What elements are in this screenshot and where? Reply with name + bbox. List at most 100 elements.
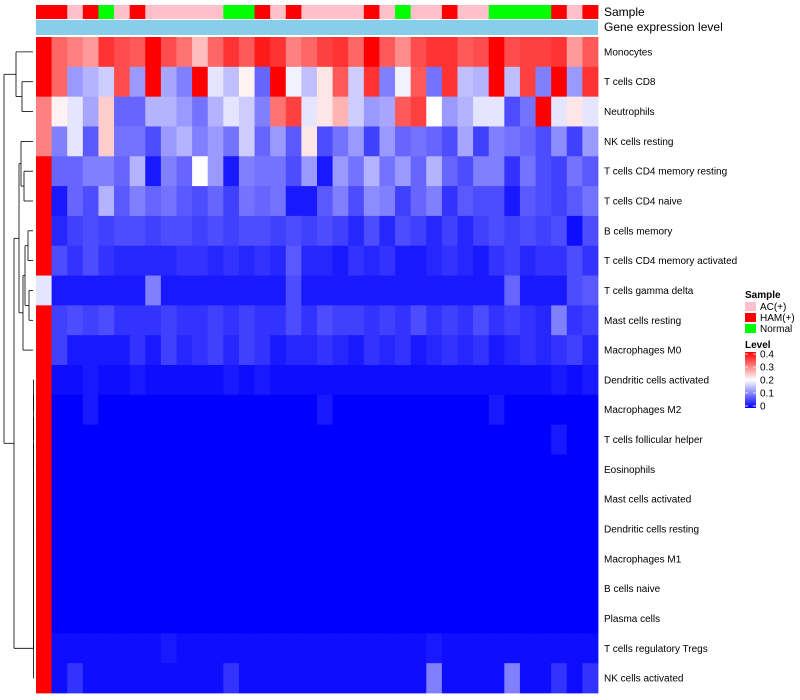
heatmap-cell [519,156,536,187]
heatmap-cell [98,543,115,575]
heatmap-cell [238,603,255,634]
heatmap-cell [223,156,240,187]
heatmap-cell [192,96,209,127]
heatmap-cell [582,156,599,187]
heatmap-cell [285,663,302,694]
heatmap-cell [551,603,568,634]
heatmap-cell [410,275,427,306]
annotation-cell [457,5,474,19]
heatmap-cell [82,245,99,276]
heatmap-cell [301,37,318,68]
annotation-cell [176,5,193,19]
heatmap-cell [36,663,53,694]
heatmap-cell [582,335,599,366]
heatmap-cell [379,514,396,545]
row-label: Eosinophils [604,465,655,476]
heatmap-cell [457,275,474,306]
heatmap-cell [488,633,505,664]
heatmap-cell [379,215,396,247]
heatmap-cell [223,37,240,68]
heatmap-cell [566,186,583,217]
heatmap-cell [160,156,177,187]
heatmap-cell [67,156,84,187]
heatmap-cell [207,514,224,545]
heatmap-cell [519,186,536,217]
heatmap-cell [332,663,349,694]
heatmap-cell [535,514,552,545]
heatmap-cell [192,484,209,515]
heatmap-cell [363,394,380,426]
heatmap-cell [207,37,224,68]
heatmap-cell [285,96,302,127]
heatmap-cell [332,365,349,396]
heatmap-cell [566,484,583,515]
heatmap-cell [317,633,334,664]
heatmap-cell [473,37,490,68]
heatmap-cell [270,156,287,187]
heatmap-cell [551,37,568,68]
heatmap-cell [301,275,318,306]
heatmap-cell [551,96,568,127]
annotation-cell [238,5,255,19]
heatmap-cell [457,186,474,217]
heatmap-cell [238,424,255,455]
heatmap-cell [176,245,193,276]
heatmap-cell [379,66,396,98]
heatmap-cell [145,335,162,366]
heatmap-cell [504,215,521,247]
heatmap-cell [504,514,521,545]
heatmap-cell [488,514,505,545]
heatmap-cell [51,156,68,187]
heatmap-cell [254,335,271,366]
heatmap-cell [223,275,240,306]
heatmap-cell [410,156,427,187]
heatmap-cell [488,37,505,68]
heatmap-cell [51,96,68,127]
heatmap-cell [82,305,99,336]
heatmap-cell [363,603,380,634]
heatmap-cell [332,66,349,98]
heatmap-cell [410,215,427,247]
heatmap-cell [488,96,505,127]
heatmap-cell [363,96,380,127]
heatmap-cell [129,37,146,68]
heatmap-cell [192,126,209,157]
heatmap-cell [98,573,115,604]
heatmap-cell [379,96,396,127]
heatmap-cell [519,394,536,426]
heatmap-cell [441,126,458,157]
annotation-cell [504,5,521,19]
heatmap-cell [207,186,224,217]
heatmap-cell [519,365,536,396]
heatmap-cell [145,305,162,336]
heatmap-cell [566,156,583,187]
heatmap-cell [67,215,84,247]
heatmap-cell [223,305,240,336]
heatmap-cell [301,126,318,157]
heatmap-cell [301,633,318,664]
heatmap-cell [285,37,302,68]
heatmap-cell [457,245,474,276]
heatmap-cell [36,215,53,247]
heatmap-cell [410,424,427,455]
heatmap-cell [238,66,255,98]
heatmap-cell [82,603,99,634]
heatmap-cell [67,66,84,98]
heatmap-cell [129,663,146,694]
heatmap-cell [82,126,99,157]
legend-label-ham: HAM(+) [760,313,795,324]
heatmap-cell [114,66,131,98]
heatmap-cell [82,275,99,306]
annotation-cell [332,5,349,19]
heatmap-cell [473,305,490,336]
heatmap-cell [270,66,287,98]
heatmap-cell [192,454,209,485]
heatmap-cell [363,275,380,306]
heatmap-cell [82,454,99,485]
heatmap-cell [363,156,380,187]
heatmap-cell [82,394,99,426]
heatmap-cell [379,603,396,634]
heatmap-cell [285,245,302,276]
heatmap-cell [317,543,334,575]
heatmap-cell [410,603,427,634]
